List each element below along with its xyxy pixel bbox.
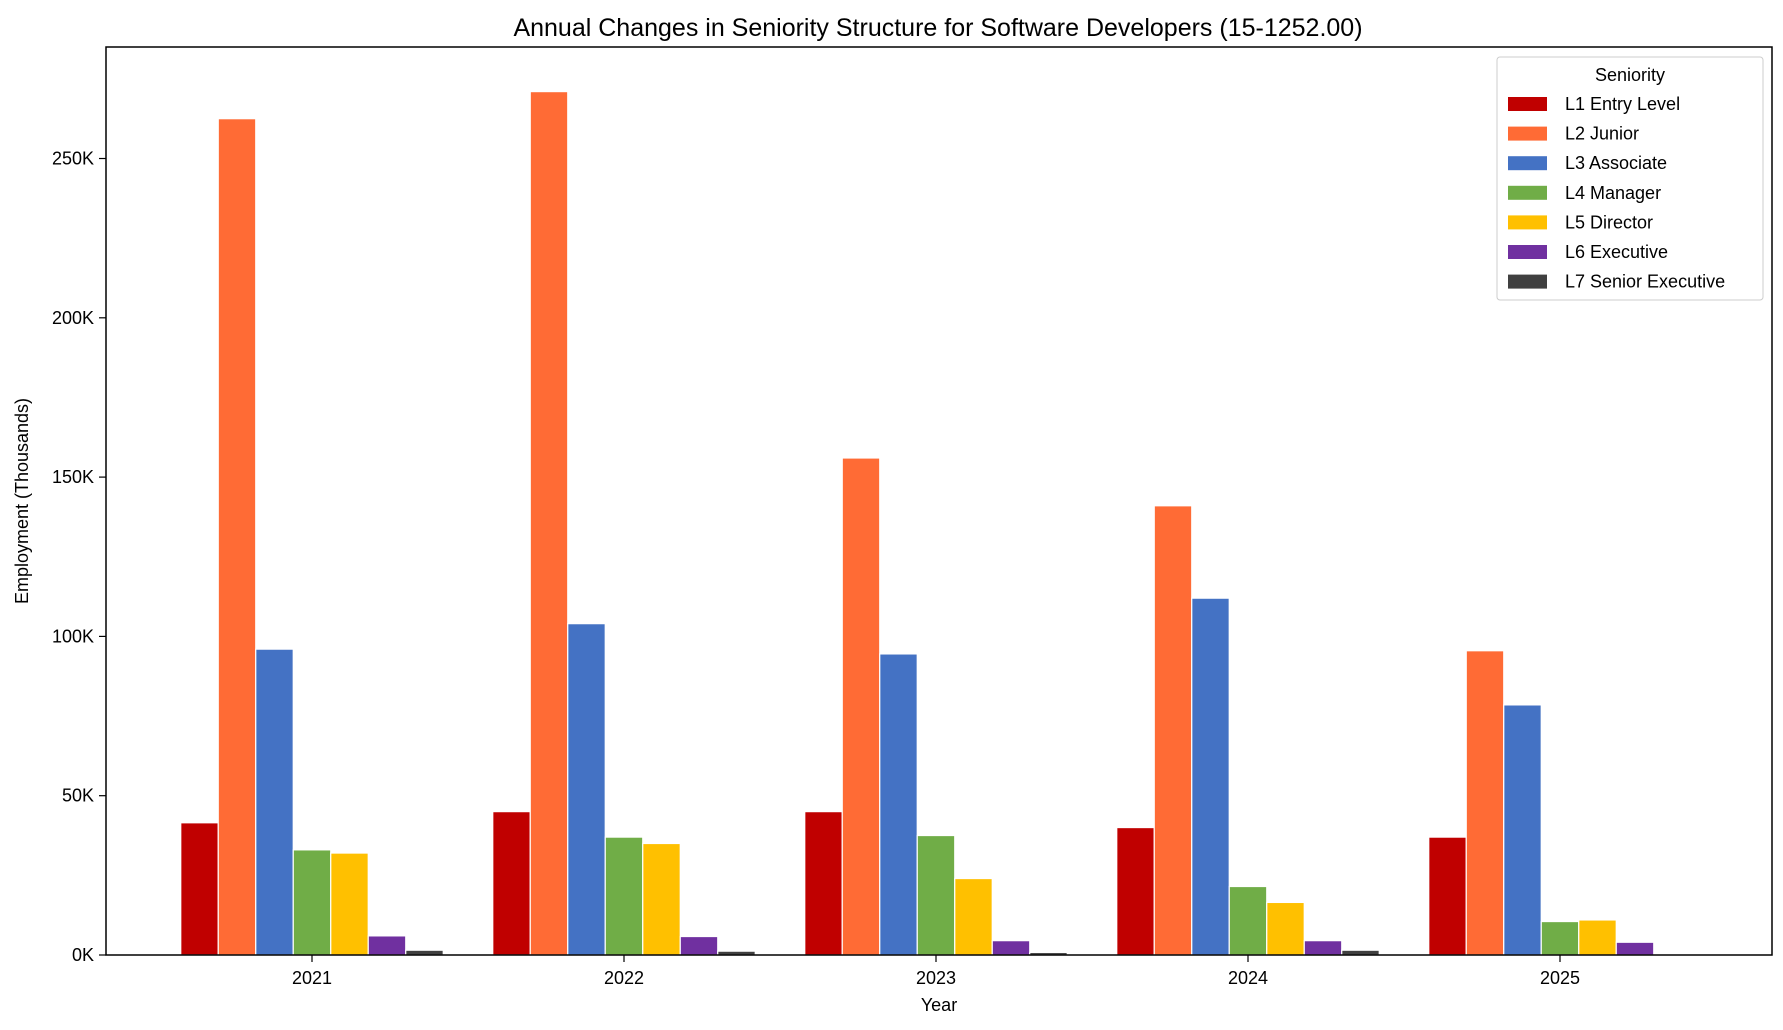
legend-title: Seniority (1595, 65, 1665, 85)
legend-label: L3 Associate (1565, 153, 1667, 173)
bar-l3-associate-2023 (879, 653, 918, 956)
legend-label: L1 Entry Level (1565, 94, 1680, 114)
legend-swatch (1508, 126, 1547, 141)
y-tick-label: 150K (52, 467, 94, 487)
bar-l4-manager-2024 (1228, 885, 1268, 956)
x-tick-label: 2022 (604, 968, 644, 988)
bar-l6-executive-2024 (1303, 940, 1343, 956)
legend-label: L6 Executive (1565, 242, 1668, 262)
legend-label: L4 Manager (1565, 183, 1661, 203)
bar-l4-manager-2021 (292, 849, 332, 956)
bar-l6-executive-2021 (367, 935, 407, 956)
legend-label: L2 Junior (1565, 124, 1639, 144)
x-tick-label: 2025 (1540, 968, 1580, 988)
bar-l4-manager-2023 (916, 834, 956, 956)
legend-items: L1 Entry Level L2 Junior L3 Associate L4 Ma… (1508, 94, 1725, 292)
bar-l5-director-2022 (642, 842, 681, 956)
y-axis-label: Employment (Thousands) (12, 398, 32, 604)
legend-swatch (1508, 97, 1547, 111)
bar-l1-entry-level-2025 (1428, 836, 1467, 956)
x-axis: 2021 2022 2023 2024 2025 (292, 955, 1580, 988)
bar-l5-director-2021 (330, 852, 369, 956)
bar-l5-director-2024 (1266, 901, 1305, 956)
legend-swatch (1508, 274, 1547, 289)
bar-l6-executive-2023 (991, 940, 1031, 956)
y-tick-label: 100K (52, 626, 94, 646)
bar-l4-manager-2022 (604, 836, 644, 956)
x-tick-label: 2024 (1228, 968, 1268, 988)
bar-l2-junior-2021 (217, 118, 257, 956)
bar-l1-entry-level-2022 (492, 811, 531, 956)
bar-l1-entry-level-2023 (804, 811, 843, 956)
bar-l6-executive-2025 (1615, 941, 1655, 956)
bars-layer (180, 91, 1655, 956)
legend-swatch (1508, 185, 1547, 200)
bar-l2-junior-2022 (529, 91, 569, 956)
bar-l6-executive-2022 (679, 935, 719, 956)
y-tick-label: 50K (62, 786, 94, 806)
y-tick-label: 0K (72, 945, 94, 965)
legend-swatch (1508, 215, 1547, 230)
bar-l5-director-2023 (954, 877, 993, 956)
legend-swatch (1508, 156, 1547, 171)
plot-frame (105, 46, 1773, 956)
legend-box (1496, 56, 1764, 301)
legend-label: L5 Director (1565, 212, 1653, 232)
bar-l2-junior-2023 (841, 457, 881, 956)
x-tick-label: 2023 (916, 968, 956, 988)
legend-swatch (1508, 245, 1547, 259)
bar-l1-entry-level-2021 (180, 822, 219, 956)
bar-l2-junior-2025 (1465, 650, 1505, 956)
bar-l2-junior-2024 (1153, 505, 1193, 956)
bar-l4-manager-2025 (1540, 920, 1580, 956)
bar-l5-director-2025 (1578, 919, 1617, 956)
y-tick-label: 200K (52, 308, 94, 328)
bar-l3-associate-2021 (255, 648, 294, 956)
bar-l3-associate-2022 (567, 623, 606, 956)
y-axis: 0K 50K 100K 150K 200K 250K (52, 149, 106, 965)
bar-l1-entry-level-2024 (1116, 826, 1155, 956)
bar-l3-associate-2025 (1503, 704, 1542, 956)
chart-title: Annual Changes in Seniority Structure fo… (513, 14, 1362, 42)
x-axis-label: Year (921, 995, 957, 1015)
x-tick-label: 2021 (292, 968, 332, 988)
legend: Seniority L1 Entry Level L2 Junior L3 Asso… (1496, 56, 1764, 301)
y-tick-label: 250K (52, 149, 94, 169)
bar-l3-associate-2024 (1191, 597, 1230, 956)
legend-label: L7 Senior Executive (1565, 272, 1725, 292)
